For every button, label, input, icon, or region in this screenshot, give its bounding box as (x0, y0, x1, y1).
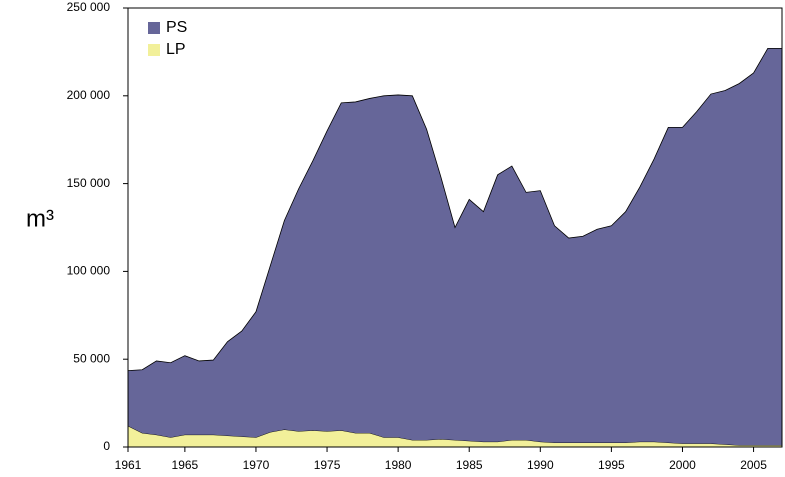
x-tick-label: 2005 (740, 458, 767, 472)
area-edge (127, 47, 782, 372)
legend-swatch (148, 44, 160, 56)
plot-frame (127, 7, 783, 448)
y-tick-label: 100 000 (67, 264, 111, 278)
x-tick-label: 1985 (456, 458, 483, 472)
area (128, 48, 782, 446)
x-tick-label: 1990 (527, 458, 554, 472)
x-tick-label: 1970 (243, 458, 270, 472)
y-tick-label: 50 000 (73, 351, 110, 365)
x-tick-label: 1995 (598, 458, 625, 472)
legend-label: LP (166, 41, 186, 58)
y-tick-label: 200 000 (67, 88, 111, 102)
y-tick-label: 0 (103, 439, 110, 453)
y-tick-label: 250 000 (67, 0, 111, 14)
x-tick-label: 1975 (314, 458, 341, 472)
y-axis-label: m³ (26, 205, 54, 232)
legend-swatch (148, 22, 160, 34)
x-tick-label: 1980 (385, 458, 412, 472)
area (128, 425, 782, 447)
legend-label: PS (166, 19, 187, 36)
x-tick-label: 1965 (172, 458, 199, 472)
x-tick-label: 1961 (115, 458, 142, 472)
y-tick-label: 150 000 (67, 176, 111, 190)
x-tick-label: 2000 (669, 458, 696, 472)
